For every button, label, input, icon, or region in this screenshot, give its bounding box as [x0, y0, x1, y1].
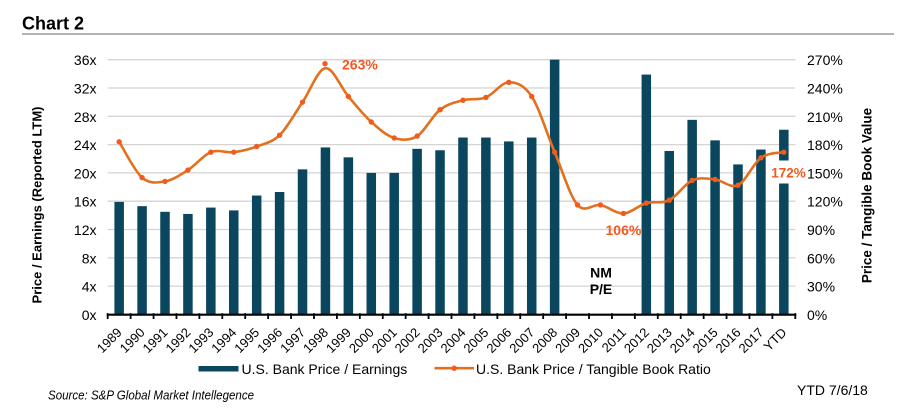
svg-text:Price / Earnings (Reported LTM: Price / Earnings (Reported LTM): [30, 107, 45, 304]
svg-text:Chart 2: Chart 2: [22, 14, 84, 34]
svg-text:4x: 4x: [82, 279, 97, 295]
svg-text:P/E: P/E: [590, 281, 613, 297]
svg-text:106%: 106%: [606, 222, 642, 238]
svg-text:240%: 240%: [807, 81, 843, 97]
svg-text:180%: 180%: [807, 137, 843, 153]
svg-text:28x: 28x: [74, 109, 97, 125]
svg-text:30%: 30%: [807, 279, 835, 295]
svg-text:172%: 172%: [771, 164, 806, 180]
svg-text:0x: 0x: [82, 307, 97, 323]
svg-text:60%: 60%: [807, 250, 835, 266]
svg-text:NM: NM: [590, 265, 612, 281]
svg-text:263%: 263%: [342, 57, 378, 73]
svg-text:Source: S&P Global Market Inte: Source: S&P Global Market Intellegence: [48, 388, 254, 403]
svg-text:120%: 120%: [807, 194, 843, 210]
svg-text:0%: 0%: [807, 307, 827, 323]
svg-text:270%: 270%: [807, 52, 843, 68]
svg-text:U.S. Bank Price / Earnings: U.S. Bank Price / Earnings: [242, 361, 408, 377]
svg-text:150%: 150%: [807, 165, 843, 181]
svg-text:32x: 32x: [74, 81, 97, 97]
svg-text:12x: 12x: [74, 222, 97, 238]
svg-text:Price / Tangible Book Value: Price / Tangible Book Value: [860, 107, 875, 283]
svg-text:24x: 24x: [74, 137, 97, 153]
svg-text:20x: 20x: [74, 165, 97, 181]
svg-text:90%: 90%: [807, 222, 835, 238]
svg-text:16x: 16x: [74, 194, 97, 210]
svg-text:210%: 210%: [807, 109, 843, 125]
svg-text:36x: 36x: [74, 52, 97, 68]
svg-text:U.S. Bank Price / Tangible Boo: U.S. Bank Price / Tangible Book Ratio: [476, 361, 711, 377]
svg-text:8x: 8x: [82, 250, 97, 266]
svg-text:YTD 7/6/18: YTD 7/6/18: [797, 382, 868, 398]
